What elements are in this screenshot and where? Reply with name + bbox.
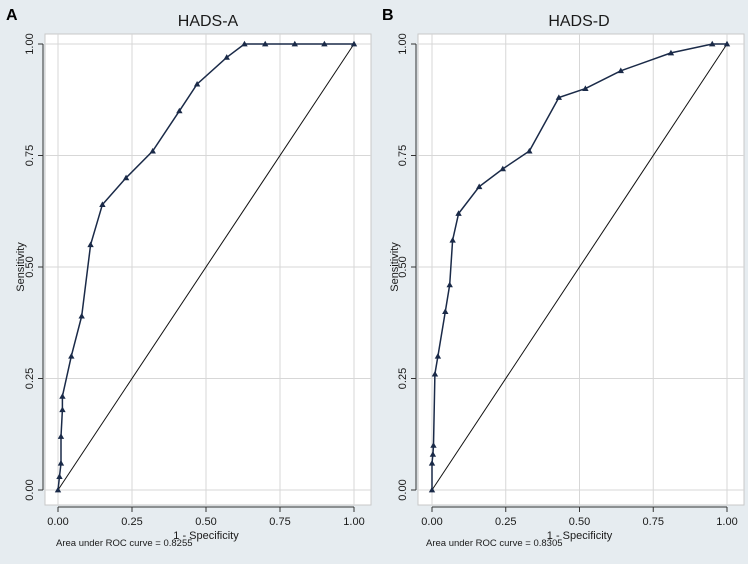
y-tick-label: 0.00 [24, 479, 36, 500]
roc-point [428, 486, 436, 493]
x-tick-label: 0.00 [421, 516, 442, 528]
plot-area [417, 33, 745, 506]
roc-point [442, 308, 449, 314]
x-tick-label: 0.50 [195, 516, 216, 528]
chart-panel-b: B HADS-D 0.00 0.25 0.50 0.75 1.00 0.00 0.25 0.50 0… [382, 7, 745, 549]
chart-title: HADS-A [178, 13, 239, 30]
roc-point [122, 174, 130, 181]
x-tick-label: 1.00 [343, 516, 364, 528]
roc-point [430, 442, 437, 448]
x-tick-label: 0.00 [47, 516, 68, 528]
auc-note: Area under ROC curve = 0.8255 [56, 538, 193, 549]
roc-point [241, 40, 248, 47]
roc-point [446, 281, 453, 288]
x-tick-label: 0.25 [121, 516, 142, 528]
roc-point [449, 237, 456, 243]
y-axis-label: Sensitivity [15, 242, 27, 292]
y-tick-label: 1.00 [397, 33, 409, 54]
x-tick-label: 0.50 [569, 516, 590, 528]
chart-panel-a: A HADS-A 0.00 0.25 0.50 0.75 1.00 0.00 0.25 0.50 0… [6, 7, 372, 549]
roc-point [526, 147, 533, 154]
roc-point [431, 370, 439, 377]
reference-diagonal [431, 43, 728, 491]
y-tick-label: 0.75 [24, 145, 36, 166]
reference-diagonal [57, 43, 355, 491]
roc-point [54, 486, 62, 493]
roc-point [223, 54, 230, 60]
y-tick-label: 0.50 [397, 256, 409, 277]
roc-point [57, 460, 65, 466]
roc-point [709, 40, 716, 47]
chart-title: HADS-D [548, 13, 609, 30]
roc-point [455, 210, 462, 216]
x-axis-label: 1 - Specificity [173, 530, 239, 542]
roc-point [555, 94, 563, 100]
y-tick-label: 0.75 [397, 145, 409, 166]
roc-point [68, 353, 75, 359]
y-tick-label: 0.50 [24, 256, 36, 277]
roc-point [723, 40, 731, 47]
x-tick-label: 0.75 [269, 516, 290, 528]
roc-point [59, 406, 66, 413]
roc-point [429, 451, 437, 457]
roc-point [321, 40, 328, 47]
y-tick-label: 0.00 [397, 479, 409, 500]
roc-point [59, 393, 66, 399]
panel-letter: A [6, 7, 18, 24]
y-tick-label: 0.25 [24, 368, 36, 389]
roc-point [99, 201, 106, 207]
roc-point [617, 67, 624, 74]
roc-point [499, 165, 506, 172]
y-tick-label: 0.25 [397, 368, 409, 389]
roc-point [350, 40, 358, 47]
auc-note: Area under ROC curve = 0.8305 [426, 538, 563, 549]
roc-curve-line [57, 43, 354, 491]
x-tick-label: 1.00 [716, 516, 737, 528]
roc-point [56, 473, 63, 480]
roc-point [582, 85, 589, 91]
plot-area [44, 33, 372, 506]
roc-point [193, 80, 201, 87]
panel-letter: B [382, 7, 394, 24]
roc-point [291, 40, 298, 47]
roc-point [476, 183, 483, 190]
x-axis-label: 1 - Specificity [547, 530, 613, 542]
y-axis-label: Sensitivity [389, 242, 401, 292]
roc-point [176, 107, 183, 114]
x-tick-label: 0.25 [495, 516, 516, 528]
roc-point [428, 460, 436, 466]
roc-point [667, 49, 675, 56]
roc-point [262, 40, 269, 47]
x-tick-label: 0.75 [643, 516, 664, 528]
roc-point [434, 353, 442, 359]
roc-point [78, 312, 85, 319]
roc-point [149, 147, 156, 154]
roc-point [57, 433, 65, 439]
roc-point [87, 241, 94, 248]
y-tick-label: 1.00 [24, 33, 36, 54]
